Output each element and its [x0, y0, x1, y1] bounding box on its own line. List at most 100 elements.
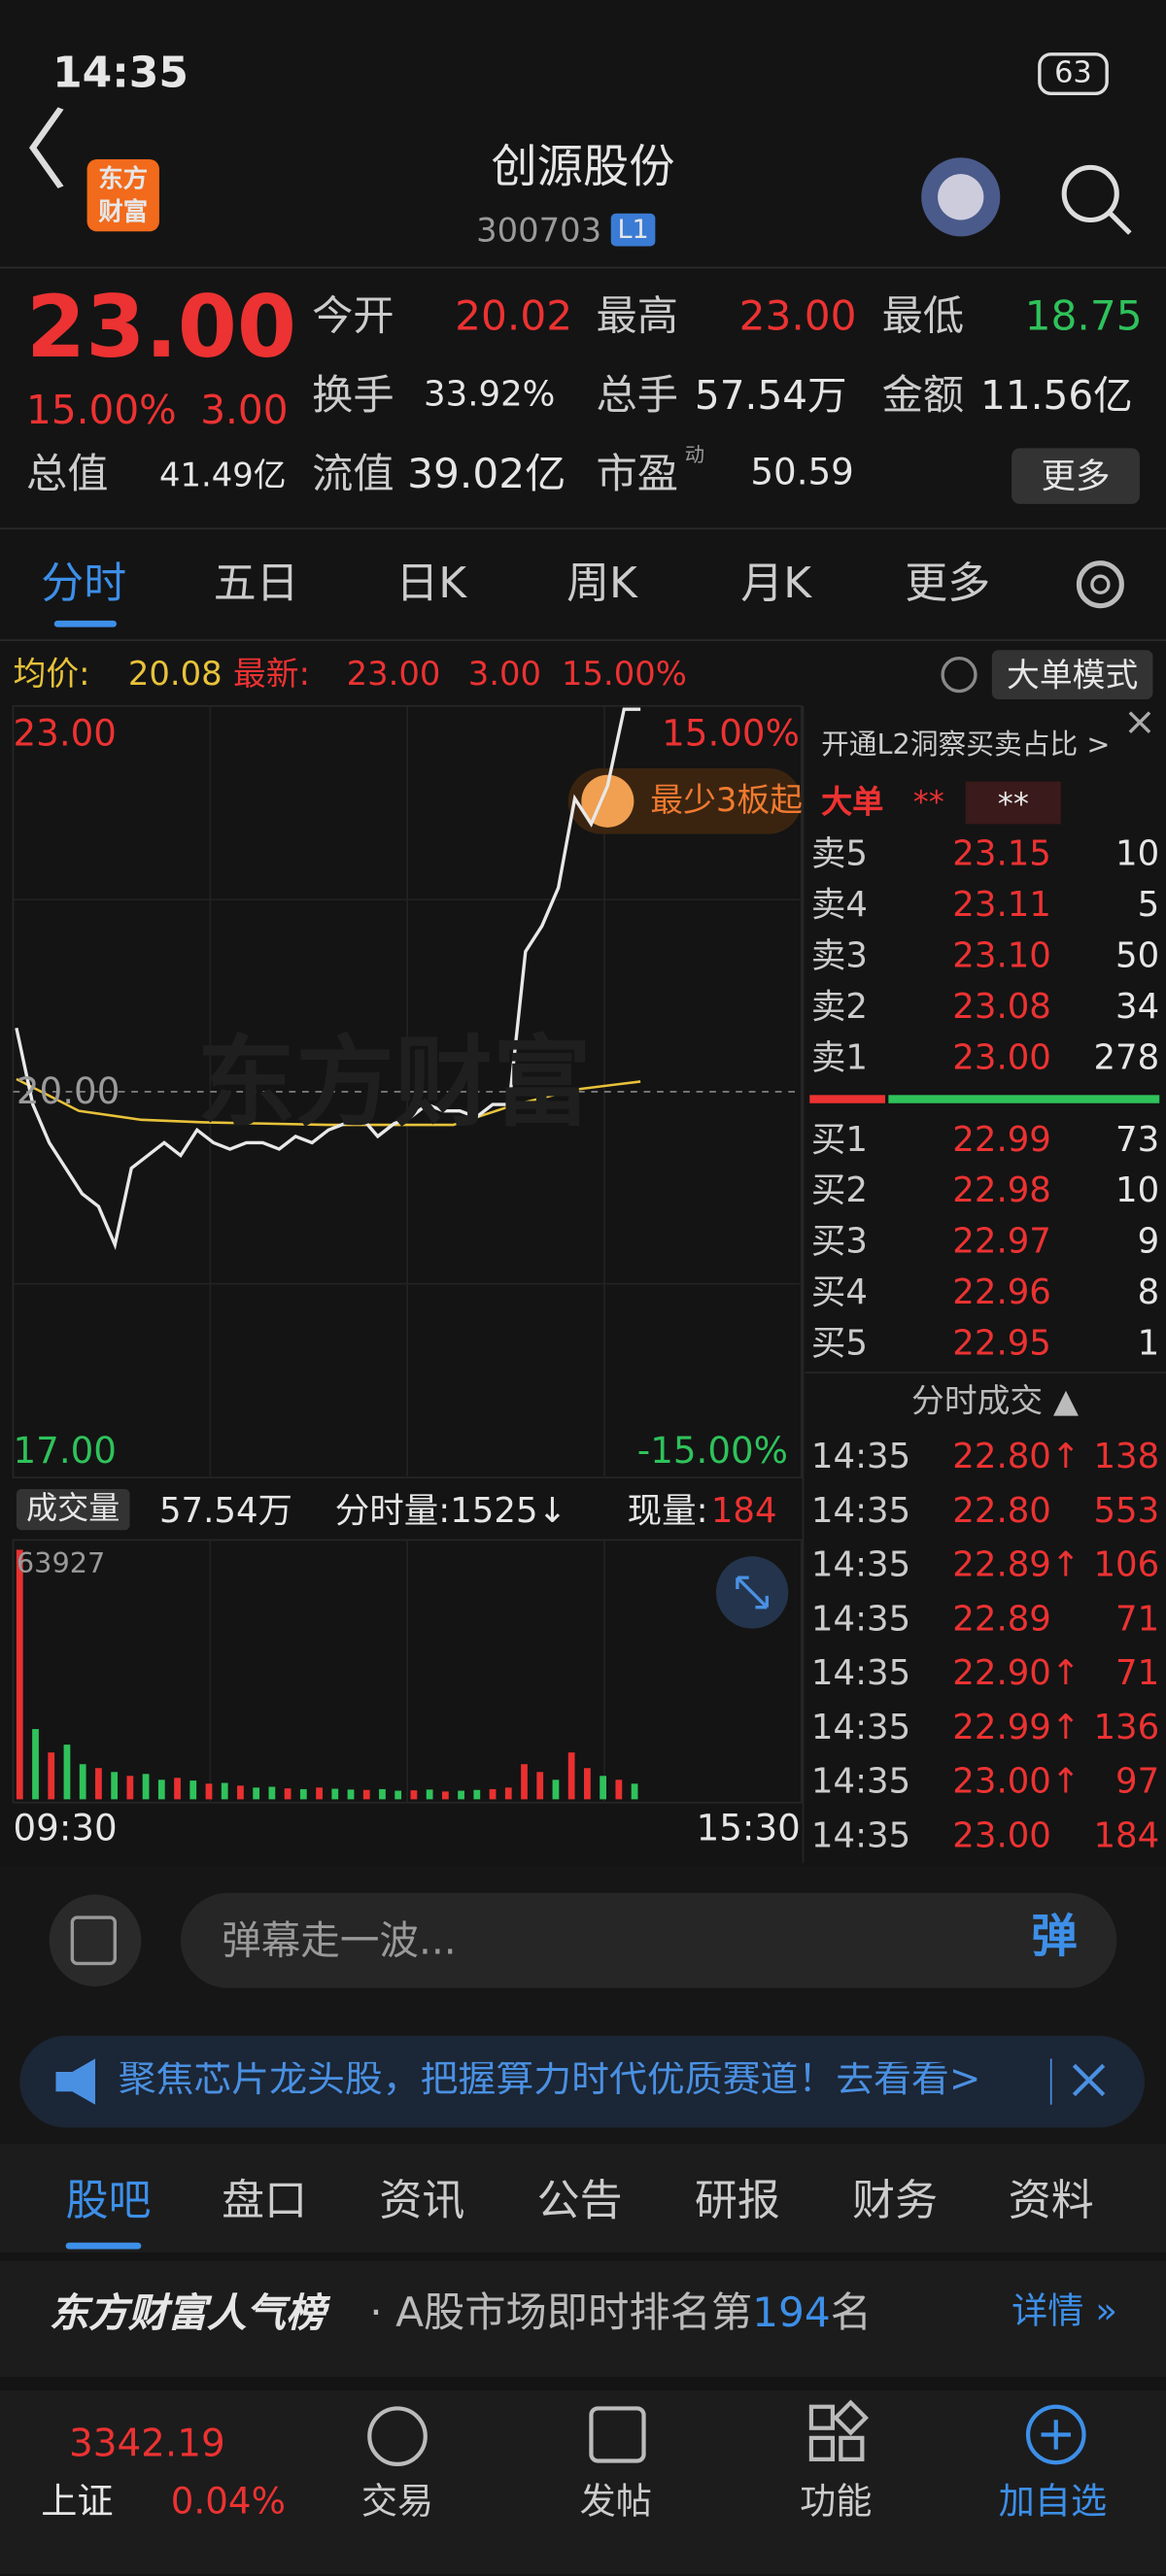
tab[interactable]: 更多 — [905, 559, 991, 610]
volume-bar — [79, 1764, 86, 1800]
section-tab[interactable]: 资讯 — [379, 2177, 465, 2226]
trade-qty: 136 — [1093, 1707, 1160, 1747]
field-label: 市盈 — [596, 450, 679, 498]
trade-time: 14:35 — [810, 1599, 911, 1639]
battery: 63 — [1038, 52, 1109, 96]
trade-time: 14:35 — [810, 1761, 911, 1802]
nav-item[interactable]: 交易 — [360, 2482, 434, 2524]
book-price: 22.95 — [952, 1323, 1051, 1363]
trade-time: 14:35 — [810, 1652, 911, 1693]
section-tab[interactable]: 研报 — [694, 2177, 780, 2226]
index-value[interactable]: 3342.19 — [68, 2423, 225, 2466]
index-pct[interactable]: 0.04% — [170, 2482, 286, 2524]
field-label: 最高 — [596, 291, 679, 340]
banner[interactable]: 聚焦芯片龙头股，把握算力时代优质赛道！去看看> — [118, 2061, 981, 2100]
mask-2: ** — [965, 781, 1061, 825]
volume-bar — [189, 1780, 197, 1800]
tab[interactable]: 周K — [566, 559, 637, 610]
volume-bar — [394, 1790, 402, 1800]
section-tab[interactable]: 财务 — [852, 2177, 939, 2226]
section-tab[interactable]: 公告 — [536, 2177, 623, 2226]
field-label: 总值 — [26, 450, 109, 498]
tab[interactable]: 分时 — [41, 559, 127, 610]
book-label: 卖2 — [810, 986, 869, 1027]
tab[interactable]: 五日 — [213, 559, 299, 610]
avg-line — [16, 1077, 641, 1127]
rank-brand: 东方财富人气榜 — [49, 2289, 326, 2337]
rank-detail[interactable]: 详情 » — [1012, 2291, 1118, 2333]
logo[interactable]: 东方财富 — [86, 158, 159, 232]
volume-now: 184 — [710, 1490, 777, 1531]
section-tab[interactable]: 资料 — [1008, 2177, 1094, 2226]
index-name[interactable]: 上证 — [41, 2482, 114, 2524]
volume-bar — [284, 1788, 292, 1800]
section-tab[interactable]: 股吧 — [65, 2177, 152, 2226]
section-tab[interactable]: 盘口 — [222, 2177, 308, 2226]
book-label: 卖1 — [810, 1037, 869, 1077]
field-label: 总手 — [596, 370, 679, 419]
trade-qty: 184 — [1093, 1815, 1160, 1855]
volume-bar — [426, 1789, 433, 1800]
volume-bar — [221, 1782, 228, 1800]
book-price: 23.08 — [952, 986, 1051, 1027]
book-qty: 9 — [1137, 1221, 1160, 1262]
nav-item[interactable]: 功能 — [800, 2482, 873, 2524]
nav-item[interactable]: 加自选 — [998, 2482, 1108, 2524]
trade-time: 14:35 — [810, 1544, 911, 1584]
trades-title[interactable]: 分时成交 ▲ — [911, 1380, 1079, 1420]
trade-price: 23.00 — [952, 1815, 1051, 1855]
price: 23.00 — [26, 279, 297, 378]
volume-bar — [299, 1788, 307, 1800]
trade-time: 14:35 — [810, 1707, 911, 1747]
field-value: 41.49亿 — [158, 454, 287, 493]
volume-label[interactable]: 成交量 — [16, 1488, 130, 1531]
book-qty: 278 — [1093, 1037, 1160, 1077]
volume-now-label: 现量: — [627, 1490, 708, 1531]
volume-bar — [552, 1779, 560, 1800]
change: 3.00 — [200, 387, 289, 434]
danmu-input[interactable]: 弹幕走一波... — [222, 1917, 457, 1964]
volume-bar — [126, 1776, 134, 1800]
book-price: 22.99 — [952, 1119, 1051, 1160]
volume-bar — [504, 1787, 512, 1800]
trade-time: 14:35 — [810, 1815, 911, 1855]
volume-bar — [268, 1786, 276, 1800]
field-value: 18.75 — [1024, 291, 1143, 340]
more-button[interactable]: 更多 — [1012, 448, 1140, 504]
mode-button[interactable]: 大单模式 — [991, 650, 1153, 699]
book-label: 买4 — [810, 1271, 869, 1312]
field-value: 39.02亿 — [407, 450, 566, 498]
l2-promo[interactable]: 开通L2洞察买卖占比 > — [821, 729, 1111, 763]
tab[interactable]: 月K — [740, 559, 812, 610]
tab[interactable]: 日K — [395, 559, 467, 610]
field-value: 33.92% — [424, 374, 556, 414]
stock-name: 创源股份 — [491, 139, 675, 194]
rank-text: · A股市场即时排名第 — [369, 2288, 753, 2337]
status-time: 14:35 — [52, 49, 189, 99]
volume-bar — [521, 1764, 528, 1800]
time-end: 15:30 — [696, 1809, 801, 1850]
trade-price: 22.89 — [952, 1599, 1051, 1639]
book-qty: 1 — [1137, 1323, 1160, 1363]
info-change: 3.00 — [467, 653, 541, 694]
book-label: 买2 — [810, 1170, 869, 1210]
danmu-button[interactable]: 弹 — [1031, 1909, 1078, 1964]
volume-bar — [379, 1788, 386, 1800]
volume-bar — [600, 1776, 606, 1800]
last: 23.00 — [346, 653, 441, 694]
big-order: 大单 — [821, 784, 884, 822]
board-badge[interactable]: 最少3板起 — [650, 779, 804, 820]
info-pct: 15.00% — [562, 653, 687, 694]
volume-bar — [237, 1785, 244, 1800]
nav-item[interactable]: 发帖 — [579, 2482, 653, 2524]
pct-top: 15.00% — [662, 714, 800, 756]
book-price: 22.97 — [952, 1221, 1051, 1262]
time-start: 09:30 — [13, 1809, 118, 1850]
trade-qty: 97 — [1115, 1761, 1160, 1802]
volume-total: 57.54万 — [158, 1490, 293, 1531]
trade-price: 22.80 — [952, 1490, 1051, 1531]
trade-time: 14:35 — [810, 1436, 911, 1476]
level-badge[interactable]: L1 — [610, 213, 656, 247]
volume-bar — [95, 1768, 102, 1800]
